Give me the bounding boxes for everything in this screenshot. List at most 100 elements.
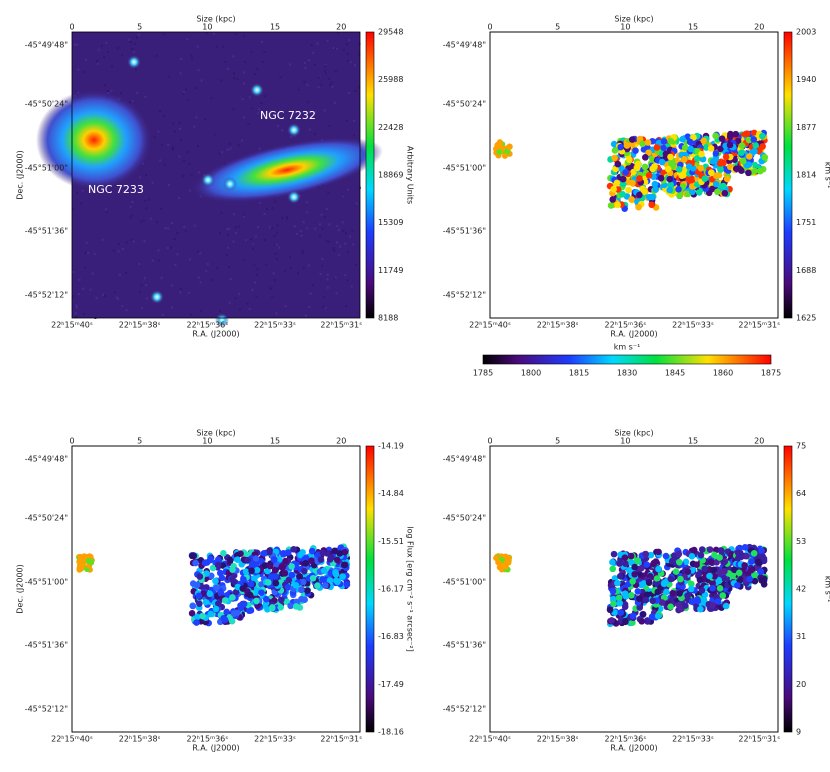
emission [755, 559, 763, 567]
emission [700, 596, 708, 604]
tick-label: 5 [137, 437, 142, 446]
tick-label: 22ʰ15ᵐ36ˢ [604, 735, 646, 744]
tick-label: -45°49'48" [25, 41, 68, 50]
noise [160, 143, 163, 146]
star [215, 313, 229, 327]
noise [186, 99, 189, 102]
panel: Size (kpc) 0 5 10 15 20 22ʰ15ᵐ40ˢ 22ʰ15ᵐ38ˢ 22ʰ1… [443, 15, 830, 339]
emission [729, 571, 737, 579]
noise [242, 71, 245, 74]
emission [302, 559, 310, 567]
colorbar-label: km s⁻¹ [824, 576, 830, 603]
noise [232, 55, 235, 58]
noise [348, 91, 351, 94]
emission [760, 555, 768, 563]
emission [727, 130, 734, 138]
tick-label: 22ʰ15ᵐ33ˢ [672, 735, 714, 744]
noise [161, 313, 164, 316]
star [127, 55, 141, 69]
noise [121, 305, 124, 308]
noise [228, 142, 231, 145]
noise [170, 284, 173, 287]
colorbar-tick: 75 [796, 442, 806, 451]
emission [664, 165, 672, 173]
noise [345, 119, 348, 122]
emission [609, 565, 617, 573]
noise [129, 216, 132, 219]
noise [167, 75, 170, 78]
noise [302, 221, 305, 224]
emission [218, 574, 226, 582]
emission [662, 552, 670, 560]
colorbar [365, 31, 375, 319]
noise [273, 113, 276, 116]
emission [207, 610, 215, 618]
emission [701, 565, 708, 573]
noise [143, 277, 146, 280]
emission [629, 179, 636, 187]
emission [750, 129, 758, 137]
emission [645, 193, 653, 201]
colorbar-tick: 20 [796, 680, 806, 689]
noise [275, 231, 278, 234]
noise [184, 230, 187, 233]
noise [145, 174, 148, 177]
noise [308, 128, 311, 131]
tick-label: 0 [487, 23, 492, 32]
noise [145, 297, 148, 300]
noise [290, 135, 293, 138]
noise [224, 60, 227, 63]
emission [240, 576, 247, 583]
noise [105, 41, 108, 44]
emission [699, 155, 707, 163]
colorbar-tick: 15309 [378, 218, 403, 227]
noise [125, 241, 128, 244]
emission [684, 592, 691, 599]
emission [694, 597, 702, 605]
noise [177, 197, 180, 200]
noise [321, 258, 324, 261]
emission [636, 175, 643, 182]
noise [281, 129, 284, 132]
emission [280, 550, 287, 557]
noise [251, 248, 254, 251]
emission [641, 188, 648, 196]
noise [174, 263, 177, 266]
emission [742, 130, 749, 138]
noise [190, 54, 193, 57]
emission [645, 172, 653, 179]
emission [738, 149, 745, 156]
axis-label: Size (kpc) [196, 15, 235, 24]
axis-label: Size (kpc) [614, 429, 653, 438]
emission [735, 569, 743, 577]
noise [358, 86, 361, 89]
colorbar-tick: 1940 [796, 75, 816, 84]
tick-label: 22ʰ15ᵐ36ˢ [186, 735, 228, 744]
emission [741, 562, 748, 569]
noise [346, 52, 349, 55]
noise [212, 32, 215, 35]
noise [344, 242, 347, 245]
noise [206, 32, 209, 35]
emission [658, 158, 666, 166]
noise [342, 195, 345, 198]
tick-label: -45°50'24" [25, 514, 68, 523]
emission [675, 601, 683, 609]
noise [229, 147, 232, 150]
emission [621, 590, 629, 597]
noise [318, 223, 321, 226]
colorbar-tick: 31 [796, 632, 806, 641]
emission [709, 584, 716, 592]
noise [324, 65, 327, 68]
noise [129, 40, 132, 43]
emission [687, 585, 695, 593]
emission [684, 568, 692, 576]
axis-label: Dec. (J2000) [16, 150, 25, 200]
emission [232, 588, 240, 596]
tick-label: 22ʰ15ᵐ40ˢ [469, 735, 511, 744]
noise [333, 101, 336, 104]
emission [660, 138, 668, 145]
tick-label: 0 [69, 437, 74, 446]
emission [234, 556, 241, 563]
emission [697, 164, 705, 172]
